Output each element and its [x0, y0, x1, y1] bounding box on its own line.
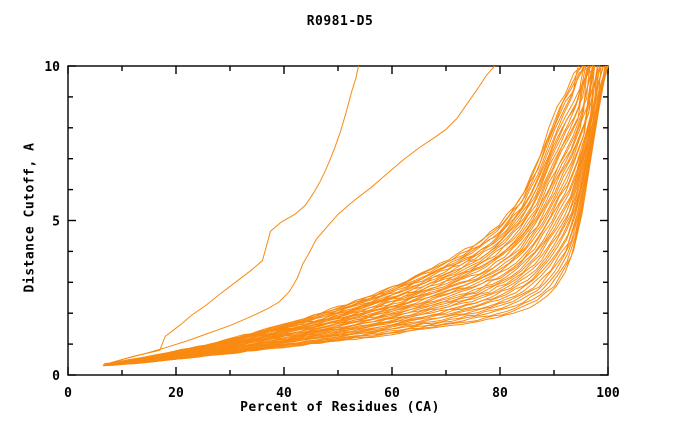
data-curve-bundle [103, 65, 584, 365]
data-curve-outlier-1 [102, 65, 360, 366]
data-curve-outlier-2 [105, 65, 495, 365]
y-tick-label: 5 [52, 215, 60, 230]
data-curve-bundle [115, 65, 602, 364]
data-curve-bundle [104, 65, 609, 366]
data-curve-bundle [110, 65, 589, 365]
data-curve-bundle [112, 65, 599, 365]
data-curve-bundle [107, 65, 609, 366]
data-curve-bundle [113, 65, 609, 366]
x-axis-ticks [67, 66, 609, 375]
x-tick-label: 0 [64, 386, 72, 401]
y-axis-ticks [68, 65, 608, 376]
y-tick-label: 0 [52, 369, 60, 384]
x-axis-label: Percent of Residues (CA) [240, 400, 440, 415]
data-curve-bundle [111, 65, 599, 365]
data-curve-bundle [110, 65, 607, 366]
y-axis-tick-labels: 0 5 10 [44, 60, 60, 384]
x-tick-label: 40 [276, 386, 292, 401]
y-tick-label: 10 [44, 60, 60, 75]
x-tick-label: 80 [492, 386, 508, 401]
x-tick-label: 100 [596, 386, 620, 401]
data-series-group [102, 65, 609, 367]
chart-title: R0981-D5 [306, 14, 374, 29]
x-axis-tick-labels: 0 20 40 60 80 100 [64, 386, 620, 401]
data-curve-bundle [103, 65, 609, 367]
data-curve-bundle [104, 65, 609, 367]
x-tick-label: 60 [384, 386, 400, 401]
x-tick-label: 20 [168, 386, 184, 401]
